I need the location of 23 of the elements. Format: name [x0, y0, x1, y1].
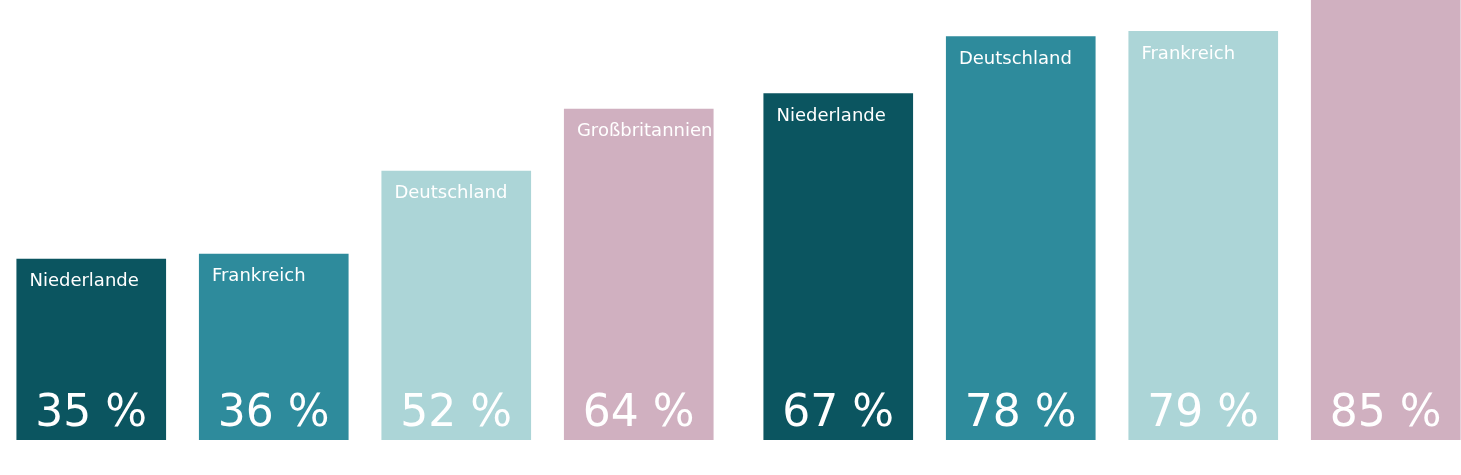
bar [381, 170, 532, 440]
data-label: 85 % [1329, 385, 1442, 436]
bar [16, 258, 167, 440]
x-tick-label: Niederlande [776, 103, 886, 125]
data-label: 36 % [217, 385, 330, 436]
data-label: 52 % [400, 385, 513, 436]
x-tick-label: Deutschland [958, 46, 1072, 68]
data-label: 35 % [35, 385, 148, 436]
x-tick-label: Frankreich [1141, 41, 1236, 63]
x-tick-label: Frankreich [211, 264, 306, 286]
data-label: 79 % [1147, 385, 1260, 436]
x-tick-label: Niederlande [29, 269, 139, 291]
data-label: 67 % [782, 385, 895, 436]
bar [198, 253, 349, 440]
bar [945, 36, 1096, 440]
data-label: 64 % [582, 385, 695, 436]
bar [763, 93, 914, 440]
bar [1310, 0, 1461, 440]
x-tick-label: Deutschland [394, 181, 508, 203]
x-tick-label: Großbritannien [576, 119, 713, 141]
data-label: 78 % [964, 385, 1077, 436]
bar [563, 108, 714, 440]
bar [1128, 31, 1279, 440]
